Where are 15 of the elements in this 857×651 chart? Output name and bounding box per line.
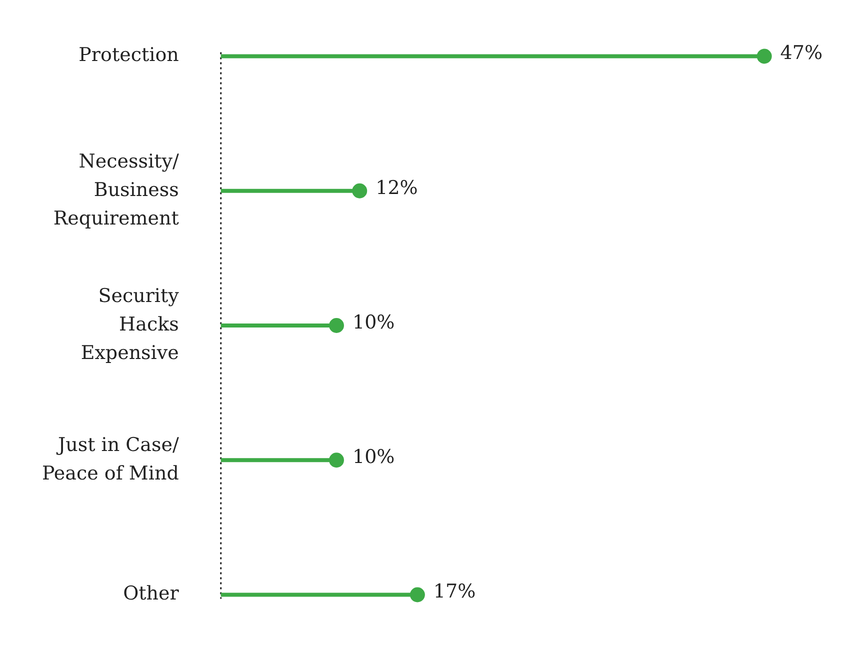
point xyxy=(328,452,344,468)
y-tick-label: Other xyxy=(123,582,180,605)
point xyxy=(352,183,368,198)
y-tick-label: Security Hacks Expensive xyxy=(80,284,180,364)
data-label: 10% xyxy=(352,446,395,468)
data-label: 12% xyxy=(376,176,418,199)
y-tick-label: Necessity/ Business Requirement xyxy=(53,150,180,230)
data-label: 17% xyxy=(433,580,476,603)
point xyxy=(328,318,344,333)
data-label: 47% xyxy=(780,42,823,64)
point xyxy=(756,48,772,64)
point xyxy=(410,587,425,602)
data-label: 10% xyxy=(352,311,395,334)
y-tick-label: Just in Case/ Peace of Mind xyxy=(42,434,180,484)
y-tick-label: Protection xyxy=(78,44,179,66)
